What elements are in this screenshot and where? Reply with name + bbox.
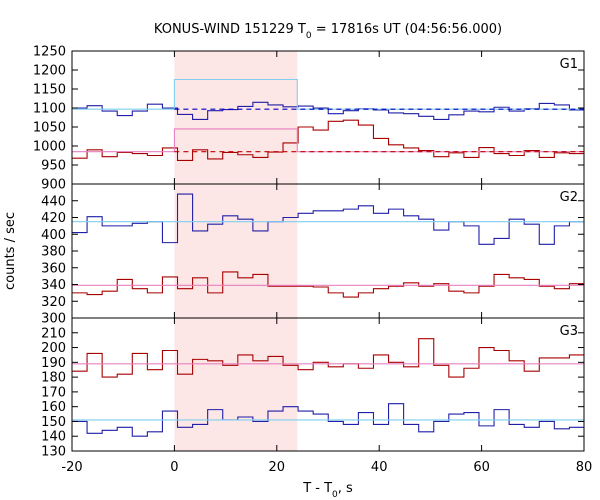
x-tick-label: 0 xyxy=(170,460,178,475)
series-blue-step-line xyxy=(72,193,584,245)
y-tick-label: 210 xyxy=(41,326,66,341)
highlight-layer xyxy=(174,51,298,451)
y-tick-label: 190 xyxy=(41,356,66,371)
panel-g1 xyxy=(72,78,584,161)
x-tick-label: 40 xyxy=(371,460,388,475)
panel-label: G2 xyxy=(560,190,578,205)
y-tick-label: 900 xyxy=(41,178,66,193)
panel-g3 xyxy=(72,338,584,437)
y-tick-label: 360 xyxy=(41,261,66,276)
y-tick-label: 1200 xyxy=(33,64,66,79)
y-tick-label: 1000 xyxy=(33,140,66,155)
x-tick-label: -20 xyxy=(61,460,82,475)
series-blue-step-line xyxy=(72,101,584,120)
y-tick-label: 440 xyxy=(41,194,66,209)
panel-g2 xyxy=(72,193,584,298)
y-tick-label: 1100 xyxy=(33,102,66,117)
y-tick-label: 200 xyxy=(41,341,66,356)
panel-series xyxy=(72,193,584,298)
y-tick-label: 140 xyxy=(41,430,66,445)
x-tick-label: 60 xyxy=(473,460,490,475)
y-tick-label: 160 xyxy=(41,400,66,415)
frames-layer xyxy=(71,50,585,452)
panel-label: G3 xyxy=(560,324,578,339)
y-tick-label: 340 xyxy=(41,278,66,293)
chart-title: KONUS-WIND 151229 T0 = 17816s UT (04:56:… xyxy=(154,22,502,41)
burst-interval-highlight xyxy=(174,51,298,451)
y-tick-label: 950 xyxy=(41,159,66,174)
panel-label: G1 xyxy=(560,57,578,72)
series-red-step-line xyxy=(72,119,584,161)
y-tick-label: 420 xyxy=(41,211,66,226)
x-axis-label: T - T0, s xyxy=(302,481,353,500)
y-tick-label: 170 xyxy=(41,385,66,400)
y-tick-label: 1250 xyxy=(33,45,66,60)
y-tick-label: 180 xyxy=(41,371,66,386)
series-pink-step-line xyxy=(72,128,584,153)
y-tick-label: 400 xyxy=(41,228,66,243)
text-layer: 900 950 1000 1050 1100 1150 1200 1250 G1 300 320 34… xyxy=(3,22,592,500)
y-tick-label: 300 xyxy=(41,312,66,327)
y-tick-label: 1150 xyxy=(33,83,66,98)
series-red-step-line xyxy=(72,338,584,378)
y-tick-label: 380 xyxy=(41,245,66,260)
panel-series xyxy=(72,78,584,161)
x-tick-label: 80 xyxy=(576,460,593,475)
series-blue-step-line xyxy=(72,403,584,437)
y-tick-label: 130 xyxy=(41,445,66,460)
y-tick-label: 320 xyxy=(41,295,66,310)
series-red-step-line xyxy=(72,271,584,298)
panels-layer xyxy=(72,78,584,437)
y-axis-label: counts / sec xyxy=(3,212,18,290)
y-tick-label: 150 xyxy=(41,415,66,430)
y-tick-label: 1050 xyxy=(33,121,66,136)
panel-series xyxy=(72,338,584,437)
panel-frame xyxy=(71,317,585,452)
series-light-blue-step-line xyxy=(72,78,584,110)
x-tick-label: 20 xyxy=(269,460,286,475)
